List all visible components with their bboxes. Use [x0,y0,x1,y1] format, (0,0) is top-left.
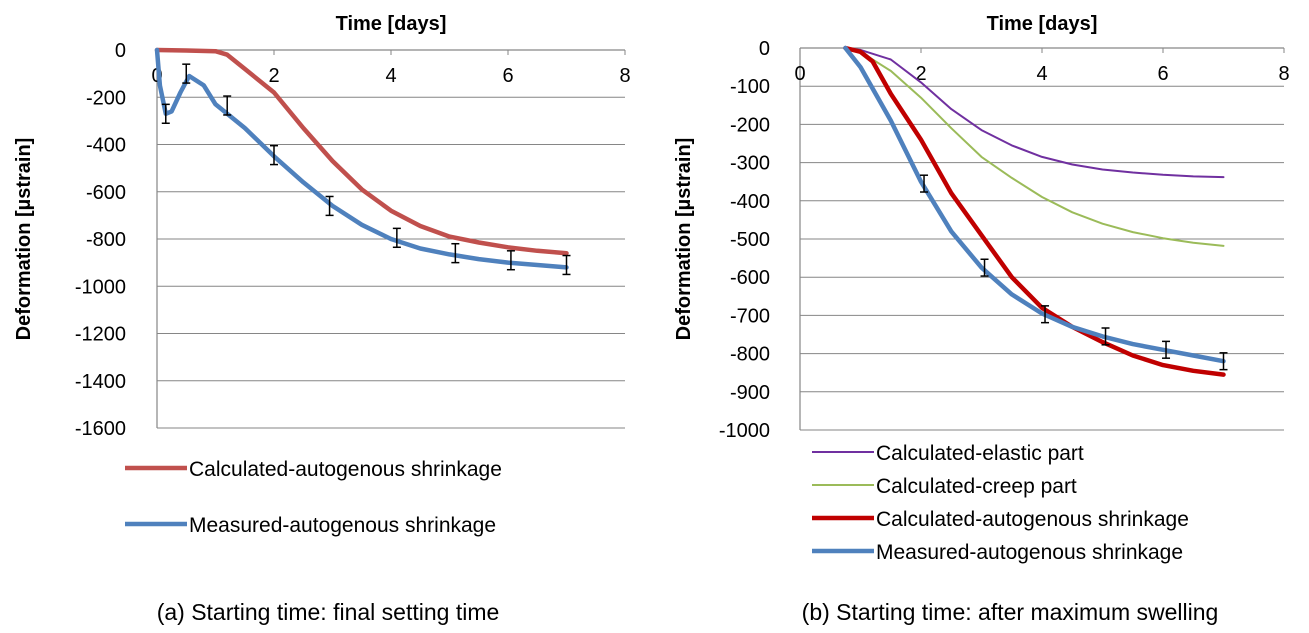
chart-a-x-tick-label: 4 [385,65,396,87]
chart-a-series-measured-autogenous-shrinkage-line [154,47,569,270]
legend-label: Calculated-autogenous shrinkage [876,508,1189,531]
chart-b-y-tick-label: -500 [730,229,770,251]
chart-a-legend-item-measured-autogenous-shrinkage: Measured-autogenous shrinkage [125,514,496,537]
legend-label: Calculated-creep part [876,475,1077,498]
chart-a-x-tick-label: 8 [619,65,630,87]
chart-b-error-bar [920,174,929,193]
chart-b-error-bar [1219,352,1228,371]
chart-a-x-tick-label: 6 [502,65,513,87]
chart-a-x-axis-title: Time [days] [336,13,447,35]
chart-a-series-calculated-autogenous-shrinkage-line [154,47,569,256]
chart-b-x-tick-label: 2 [915,63,926,85]
legend-label: Calculated-elastic part [876,442,1084,465]
chart-b-y-tick-label: 0 [759,38,770,60]
chart-b-legend-item-calculated-elastic-part: Calculated-elastic part [812,442,1084,465]
chart-a-y-tick-label: -400 [86,135,126,157]
chart-b-series-calculated-autogenous-shrinkage-line [843,45,1226,377]
chart-a-y-tick-label: -1600 [75,418,126,440]
chart-b-caption: (b) Starting time: after maximum swellin… [802,599,1219,625]
chart-a-y-tick-label: -1200 [75,324,126,346]
chart-a-error-bar [223,95,232,116]
chart-b-y-axis-title: Deformation [µstrain] [673,138,695,341]
chart-b-legend-item-measured-autogenous-shrinkage: Measured-autogenous shrinkage [812,541,1183,564]
chart-b-error-bar [1041,305,1050,324]
chart-a-error-bar [506,250,515,271]
legend-label: Measured-autogenous shrinkage [876,541,1183,564]
chart-b-error-bar [980,258,989,277]
chart-a-legend-item-calculated-autogenous-shrinkage: Calculated-autogenous shrinkage [125,458,502,481]
legend-label: Measured-autogenous shrinkage [189,514,496,537]
chart-a-error-bar [161,103,170,124]
chart-a-y-tick-label: -1400 [75,371,126,393]
chart-b-y-tick-label: -700 [730,305,770,327]
chart-b-y-tick-label: -200 [730,114,770,136]
chart-a-error-bar [325,195,334,217]
chart-a-error-bar [562,254,571,276]
chart-a-error-bar [392,227,401,249]
legend-label: Calculated-autogenous shrinkage [189,458,502,481]
chart-a-caption: (a) Starting time: final setting time [157,599,500,625]
chart-a-y-tick-label: -600 [86,182,126,204]
chart-b-error-bar [1162,340,1171,359]
chart-b-x-tick-label: 8 [1278,63,1289,85]
chart-b-y-tick-label: -900 [730,382,770,404]
chart-b-y-tick-label: -400 [730,191,770,213]
chart-a-y-tick-label: -800 [86,229,126,251]
chart-a-y-tick-label: -1000 [75,276,126,298]
chart-b-y-tick-label: -600 [730,267,770,289]
chart-b: 0 -100 -200 -300 -400 -500 -600 -700 -800 -900 -10… [673,13,1290,625]
chart-b-legend-item-calculated-creep-part: Calculated-creep part [812,475,1077,498]
chart-b-x-axis-title: Time [days] [987,13,1098,35]
chart-b-y-tick-label: -300 [730,153,770,175]
chart-b-series-calculated-creep-part-line [844,47,1225,247]
chart-a-y-axis-title: Deformation [µstrain] [13,138,35,341]
chart-a-error-bar [270,144,278,166]
chart-a-error-bar [182,63,191,84]
chart-b-y-tick-label: -800 [730,344,770,366]
chart-b-y-tick-label: -1000 [719,420,770,442]
chart-b-series-calculated-elastic-part-line [844,47,1225,179]
chart-b-legend-item-calculated-autogenous-shrinkage: Calculated-autogenous shrinkage [812,508,1189,531]
chart-a-x-tick-label: 2 [268,65,279,87]
chart-b-y-tick-label: -100 [730,76,770,98]
chart-a-y-tick-label: 0 [115,40,126,62]
chart-a-y-tick-label: -200 [86,87,126,109]
chart-b-x-tick-label: 4 [1036,63,1047,85]
chart-b-x-tick-label: 0 [794,63,805,85]
chart-b-error-bar [1101,327,1110,346]
chart-a-error-bar [451,242,460,264]
chart-b-series-measured-autogenous-shrinkage-line [843,45,1226,364]
chart-b-x-tick-label: 6 [1157,63,1168,85]
